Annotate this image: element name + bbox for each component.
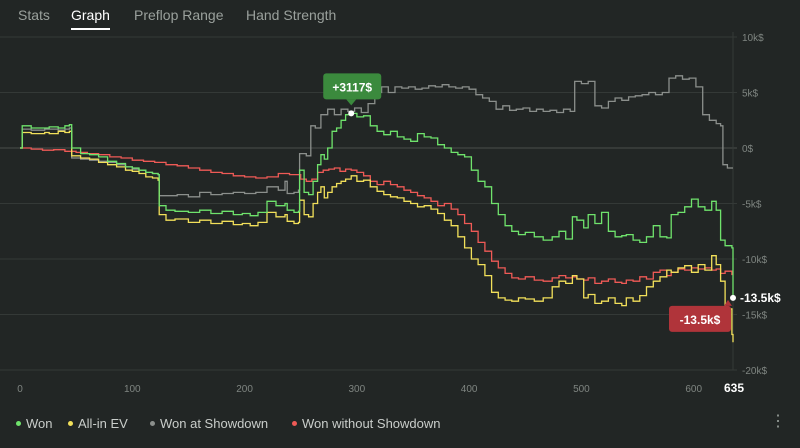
legend-dot-icon: [292, 421, 297, 426]
y-tick-label: 10k$: [742, 33, 764, 44]
x-end-label: 635: [724, 381, 744, 395]
tab-preflop-range[interactable]: Preflop Range: [134, 7, 224, 23]
end-marker: [730, 294, 736, 301]
peak-callout-pointer: [346, 99, 357, 106]
tab-hand-strength[interactable]: Hand Strength: [246, 7, 336, 23]
legend-item-won[interactable]: Won: [16, 416, 53, 431]
active-tab-underline: [71, 28, 110, 30]
tab-label: Graph: [71, 7, 110, 23]
y-tick-label: 5k$: [742, 89, 759, 100]
tab-label: Stats: [18, 7, 50, 23]
legend-item-won-at-showdown[interactable]: Won at Showdown: [150, 416, 268, 431]
x-tick-label: 500: [573, 384, 590, 395]
legend-dot-icon: [150, 421, 155, 426]
legend-label: Won at Showdown: [160, 416, 269, 431]
legend-label: Won: [26, 416, 53, 431]
end-value-label: -13.5k$: [740, 291, 781, 305]
callouts: +3117$ -13.5k$ -13.5k$: [323, 73, 781, 332]
end-callout-label: -13.5k$: [680, 313, 721, 327]
axis-labels: 10k$ 5k$ 0$ -5k$ -10k$ -15k$ -20k$ 0 100 200 300 40…: [17, 33, 767, 395]
more-options-icon[interactable]: ⋮: [770, 413, 786, 430]
series-line-won: [20, 112, 734, 298]
tab-graph[interactable]: Graph: [71, 7, 110, 30]
legend-label: Won without Showdown: [302, 416, 441, 431]
tab-label: Hand Strength: [246, 7, 337, 23]
y-tick-label: -15k$: [742, 311, 767, 322]
tab-bar: Stats Graph Preflop Range Hand Strength: [0, 0, 800, 32]
y-tick-label: -20k$: [742, 366, 767, 377]
x-tick-label: 300: [349, 384, 366, 395]
tab-label: Preflop Range: [134, 7, 224, 23]
y-tick-label: -10k$: [742, 255, 767, 266]
profit-graph[interactable]: 10k$ 5k$ 0$ -5k$ -10k$ -15k$ -20k$ 0 100 200 300 40…: [0, 0, 800, 410]
legend-dot-icon: [68, 421, 73, 426]
y-tick-label: 0$: [742, 144, 754, 155]
peak-callout-label: +3117$: [332, 80, 372, 94]
end-callout-pointer: [724, 299, 732, 306]
legend-dot-icon: [16, 421, 21, 426]
peak-marker: [348, 110, 355, 117]
series-line-won-without-showdown: [20, 147, 733, 285]
x-tick-label: 100: [124, 384, 141, 395]
x-tick-label: 600: [685, 384, 702, 395]
end-callout-box: [669, 305, 731, 332]
tab-stats[interactable]: Stats: [18, 7, 50, 23]
series-line-all-in-ev: [20, 130, 734, 343]
series-lines: [20, 75, 734, 343]
peak-callout-box: [323, 73, 382, 100]
y-tick-label: -5k$: [742, 200, 762, 211]
x-tick-label: 0: [17, 384, 23, 395]
legend-item-won-without-showdown[interactable]: Won without Showdown: [292, 416, 441, 431]
x-tick-label: 400: [461, 384, 478, 395]
legend-item-all-in-ev[interactable]: All-in EV: [68, 416, 128, 431]
legend-label: All-in EV: [78, 416, 128, 431]
x-tick-label: 200: [236, 384, 253, 395]
